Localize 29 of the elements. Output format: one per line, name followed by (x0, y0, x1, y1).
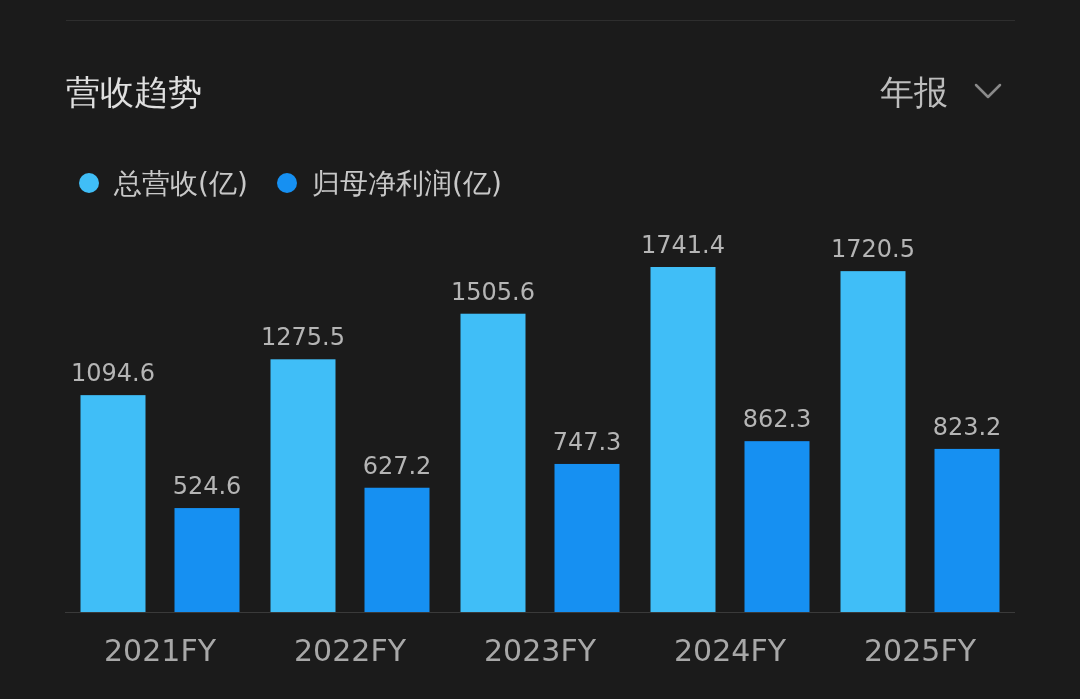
x-tick-label: 2021FY (104, 633, 217, 668)
data-label: 627.2 (362, 451, 432, 480)
bar (80, 395, 146, 612)
data-label: 747.3 (552, 427, 622, 456)
chart-title: 营收趋势 (66, 72, 202, 112)
bar (174, 508, 240, 612)
data-label: 1741.4 (641, 231, 725, 259)
legend-label: 总营收(亿) (113, 167, 248, 200)
data-label: 1720.5 (831, 235, 915, 264)
data-label: 1505.6 (451, 277, 535, 306)
bar (364, 487, 430, 612)
bar (650, 267, 716, 612)
bar (554, 463, 620, 612)
x-tick-label: 2023FY (484, 633, 597, 668)
bar (934, 448, 1000, 612)
bar (744, 441, 810, 612)
data-label: 1094.6 (71, 359, 155, 388)
data-label: 524.6 (172, 472, 242, 501)
bar (270, 359, 336, 612)
bar (460, 313, 526, 612)
x-tick-label: 2024FY (674, 633, 787, 668)
legend-label: 归母净利润(亿) (312, 167, 502, 200)
x-tick-label: 2022FY (294, 633, 407, 668)
text: 年报 (880, 72, 948, 112)
bar (840, 271, 906, 612)
data-label: 862.3 (742, 405, 812, 434)
data-label: 1275.5 (261, 323, 345, 352)
data-label: 823.2 (932, 412, 1002, 441)
x-tick-label: 2025FY (864, 633, 977, 668)
